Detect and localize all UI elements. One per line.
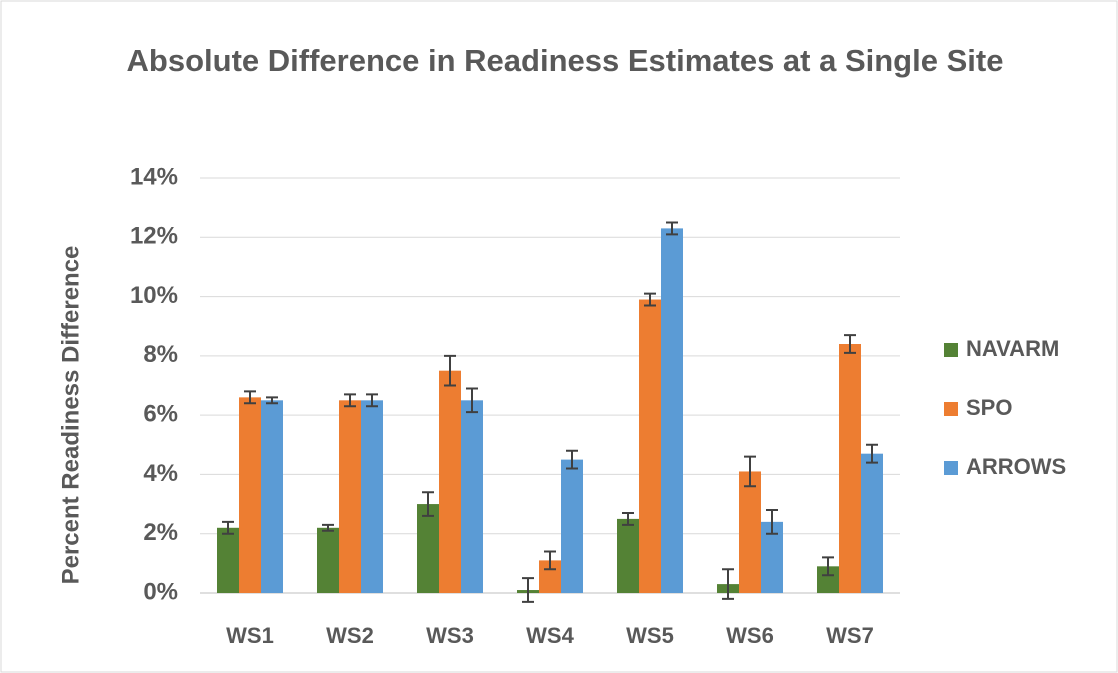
error-bar: [366, 393, 378, 408]
error-bar: [644, 292, 656, 307]
x-tick-label: WS7: [826, 623, 874, 648]
y-axis-label: Percent Readiness Difference: [57, 246, 84, 585]
chart-title: Absolute Difference in Readiness Estimat…: [126, 43, 1004, 78]
legend-label: NAVARM: [966, 336, 1059, 361]
bar: [317, 527, 339, 593]
bar: [817, 566, 839, 593]
error-bar: [822, 556, 834, 577]
error-bar: [344, 393, 356, 408]
error-bar: [444, 354, 456, 387]
x-tick-label: WS2: [326, 623, 374, 648]
error-bar: [222, 520, 234, 535]
bar: [739, 471, 761, 593]
bar: [217, 527, 239, 593]
y-tick-label: 8%: [143, 341, 178, 368]
bar: [839, 344, 861, 593]
error-bar: [244, 390, 256, 405]
bar: [561, 459, 583, 593]
y-tick-label: 2%: [143, 519, 178, 546]
y-tick-label: 14%: [130, 163, 178, 190]
legend-label: ARROWS: [966, 454, 1066, 479]
x-tick-label: WS3: [426, 623, 474, 648]
x-tick-label: WS1: [226, 623, 274, 648]
legend-swatch: [944, 402, 958, 416]
legend-swatch: [944, 343, 958, 357]
error-bar: [522, 577, 534, 603]
error-bar: [622, 511, 634, 526]
error-bar: [322, 523, 334, 532]
bar: [361, 400, 383, 593]
bar: [639, 299, 661, 593]
error-bar: [744, 455, 756, 488]
bar: [661, 228, 683, 593]
y-tick-label: 4%: [143, 460, 178, 487]
bar: [239, 397, 261, 593]
error-bar: [866, 443, 878, 464]
error-bar: [722, 568, 734, 600]
x-tick-label: WS6: [726, 623, 774, 648]
x-tick-label: WS4: [526, 623, 574, 648]
y-tick-label: 12%: [130, 223, 178, 250]
legend-label: SPO: [966, 395, 1012, 420]
x-tick-label: WS5: [626, 623, 674, 648]
error-bar: [544, 550, 556, 571]
error-bar: [422, 491, 434, 517]
bar: [417, 504, 439, 593]
error-bar: [266, 396, 278, 405]
error-bar: [466, 387, 478, 414]
bar: [861, 453, 883, 593]
bar: [617, 518, 639, 593]
error-bar: [566, 449, 578, 470]
y-tick-label: 10%: [130, 282, 178, 309]
y-tick-label: 0%: [143, 578, 178, 605]
bar: [339, 400, 361, 593]
bar: [261, 400, 283, 593]
error-bar: [766, 509, 778, 535]
error-bar: [666, 221, 678, 236]
bar: [439, 370, 461, 593]
y-tick-label: 6%: [143, 400, 178, 427]
error-bar: [844, 334, 856, 354]
bar: [761, 521, 783, 593]
legend-swatch: [944, 461, 958, 475]
bar: [461, 400, 483, 593]
